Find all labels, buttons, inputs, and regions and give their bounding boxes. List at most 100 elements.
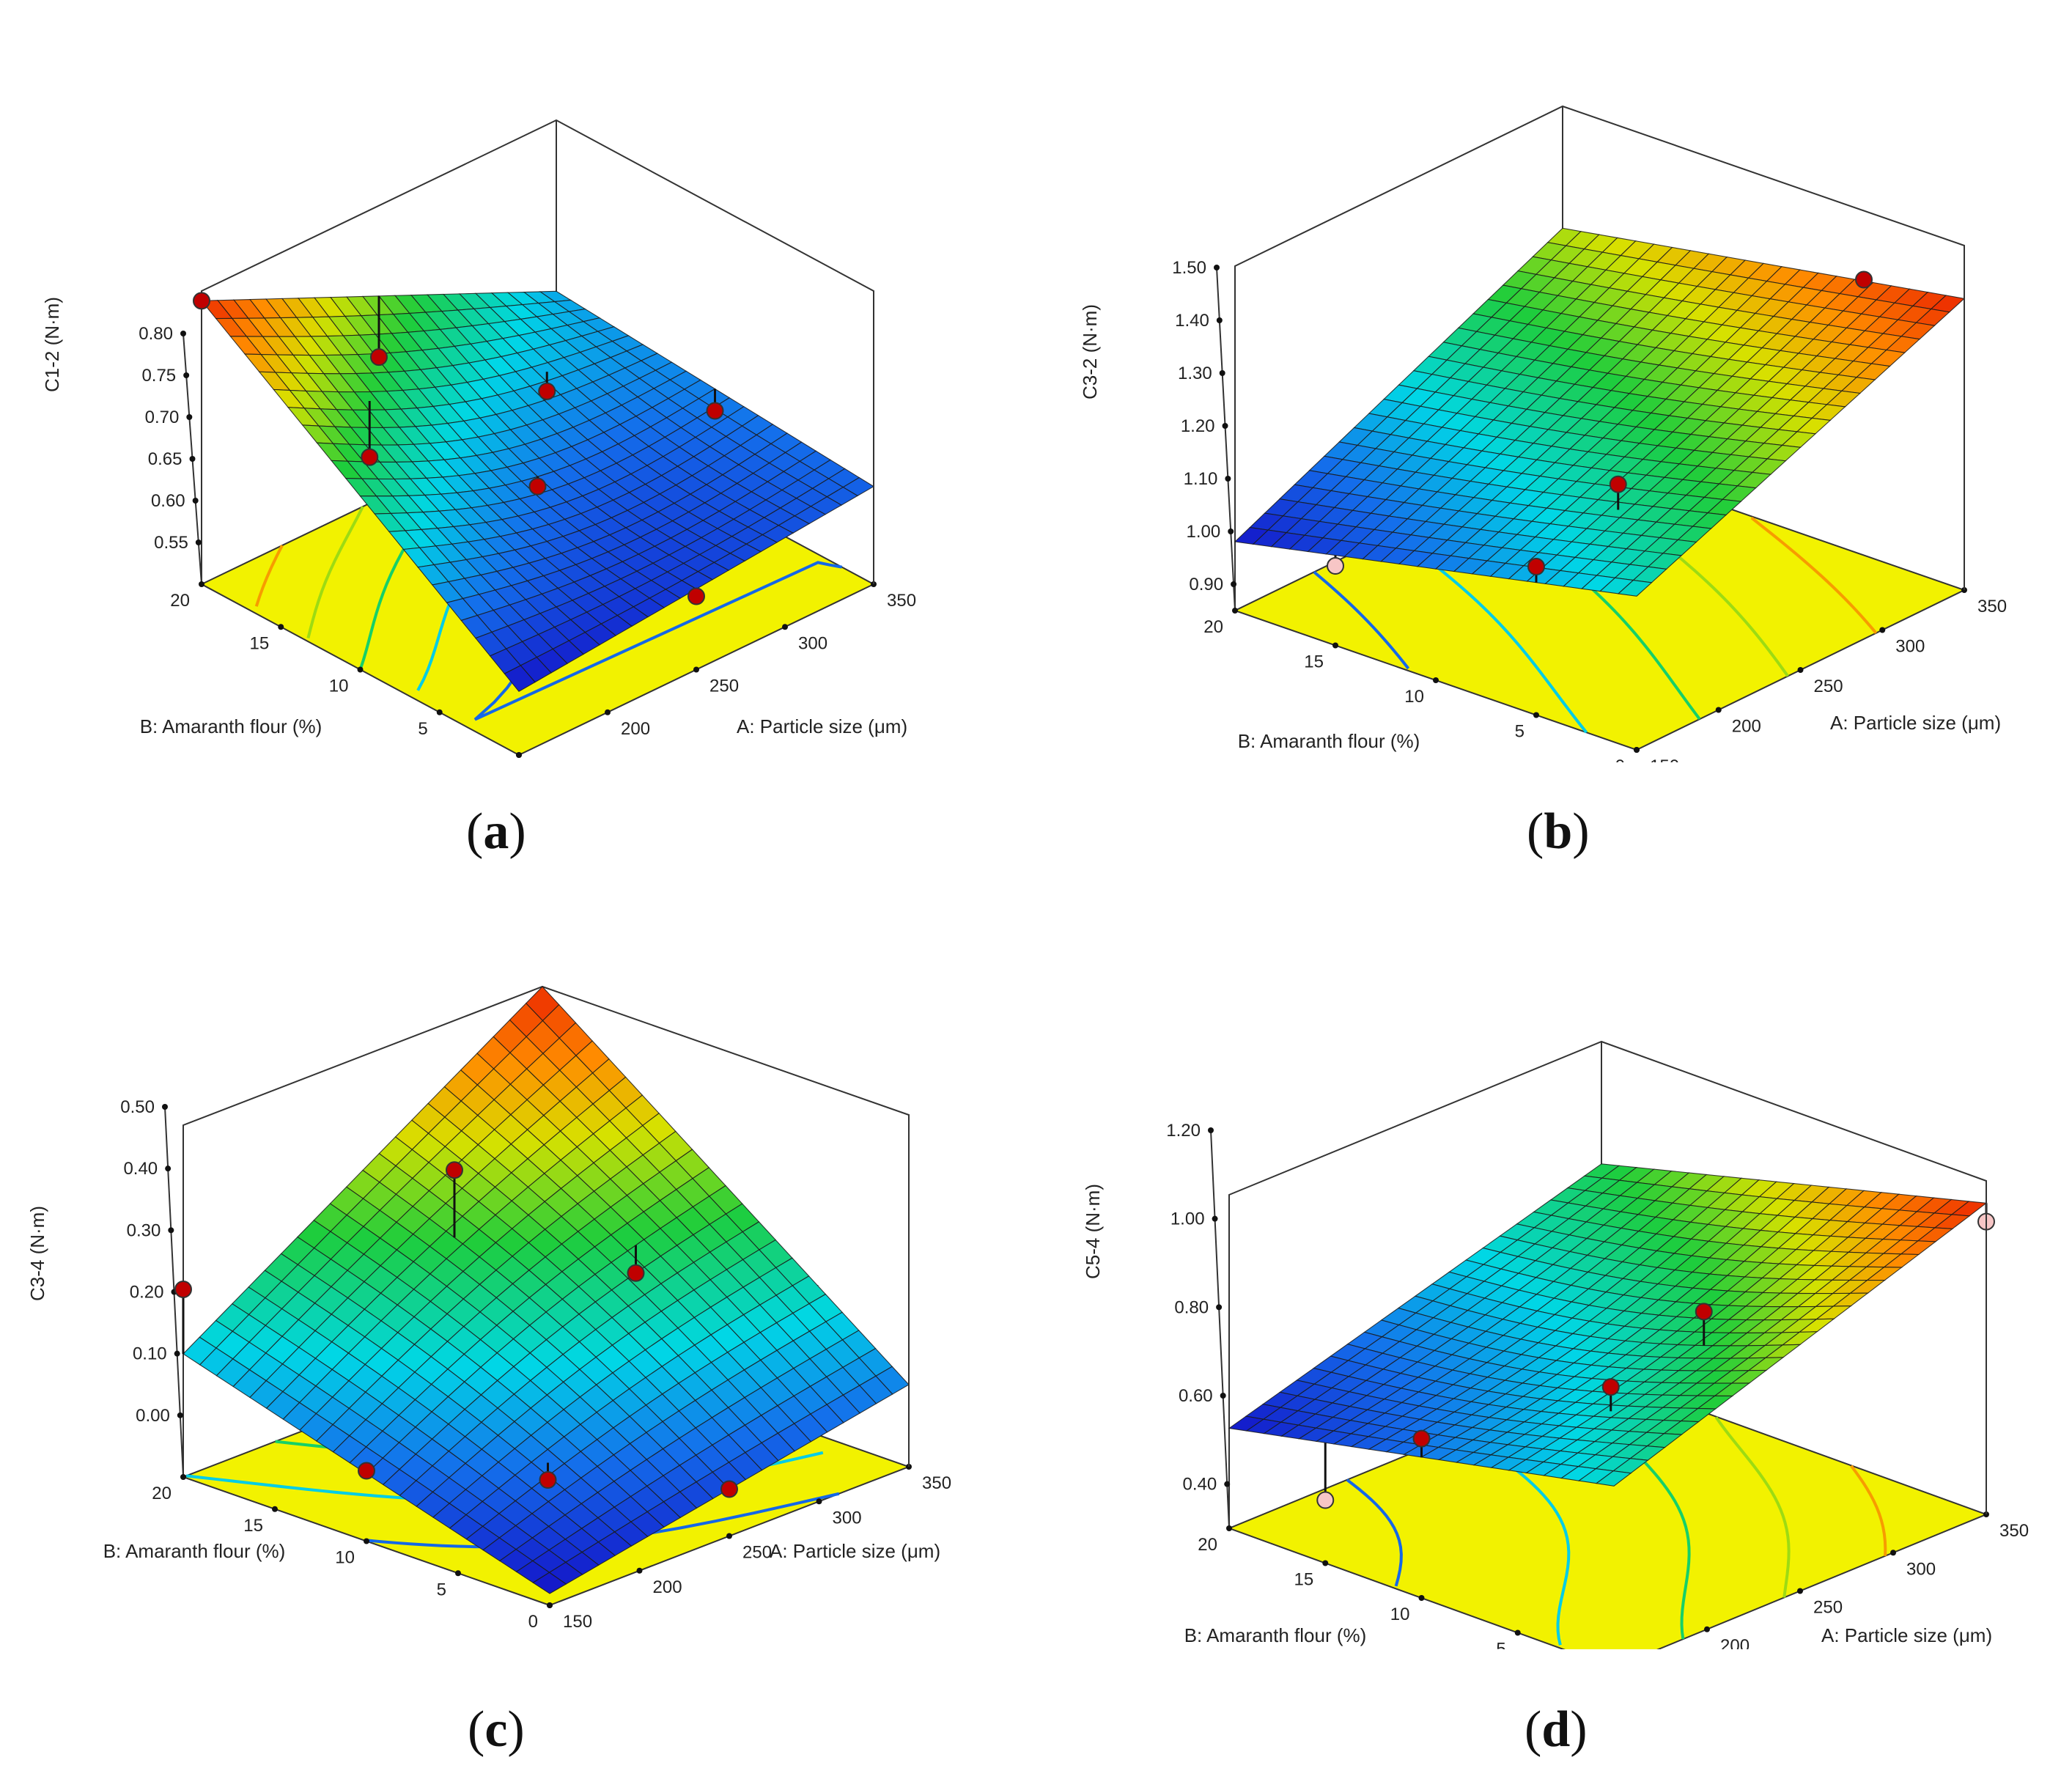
design-point-above [706, 402, 724, 420]
z-axis-title: C3-4 (N·m) [26, 1206, 48, 1301]
panel-label-d: (d) [1524, 1701, 1588, 1758]
z-tick-mark [180, 331, 186, 336]
contour-line [254, 545, 284, 607]
z-tick-mark [195, 539, 202, 545]
surface-cell [1595, 1470, 1632, 1487]
z-tick-label: 1.40 [1175, 311, 1209, 331]
x-tick-label: 250 [742, 1543, 772, 1563]
y-tick-label: 15 [243, 1516, 263, 1536]
y-tick-mark [272, 1506, 278, 1512]
x-tick-label: 200 [1720, 1636, 1750, 1649]
z-tick-mark [192, 498, 199, 504]
z-tick-label: 0.40 [123, 1159, 158, 1179]
y-axis-title: B: Amaranth flour (%) [140, 715, 322, 737]
x-tick-label: 200 [621, 719, 650, 739]
panel-label-a: (a) [466, 803, 526, 860]
z-tick-mark [1228, 528, 1234, 534]
design-point-above [1601, 1378, 1620, 1396]
x-tick-mark [1797, 667, 1804, 673]
design-point-above [1412, 1429, 1431, 1448]
y-tick-label: 5 [418, 719, 427, 739]
y-tick-mark [455, 1570, 461, 1577]
z-tick-label: 0.70 [145, 408, 180, 427]
contour-line [306, 506, 364, 638]
x-tick-label: 300 [1895, 637, 1925, 657]
x-tick-mark [1704, 1626, 1710, 1632]
x-tick-mark [726, 1533, 732, 1539]
design-point-above [1609, 475, 1627, 493]
surface-cell [504, 665, 536, 693]
x-tick-mark [605, 709, 611, 715]
z-axis-line [1210, 1130, 1230, 1529]
design-point-above [538, 382, 556, 400]
x-tick-label: 200 [1732, 717, 1761, 737]
z-tick-mark [1219, 370, 1225, 376]
contour-line [1850, 1465, 1887, 1556]
y-axis-title: B: Amaranth flour (%) [1238, 730, 1420, 752]
surface-cell [532, 1572, 567, 1594]
z-tick-label: 0.40 [1183, 1475, 1217, 1495]
design-point-above [687, 587, 705, 605]
z-axis-title: C1-2 (N·m) [41, 297, 63, 392]
y-axis-title: B: Amaranth flour (%) [1184, 1624, 1367, 1646]
x-tick-mark [1797, 1588, 1803, 1594]
z-tick-label: 1.00 [1170, 1209, 1205, 1229]
z-axis-title: C3-2 (N·m) [1079, 304, 1101, 399]
y-tick-label: 20 [170, 591, 190, 611]
x-axis-title: A: Particle size (μm) [737, 715, 907, 737]
y-tick-mark [357, 666, 364, 673]
z-tick-mark [1216, 1304, 1223, 1311]
x-tick-label: 350 [922, 1473, 951, 1493]
z-tick-mark [168, 1227, 174, 1234]
x-tick-label: 350 [1977, 597, 2007, 616]
y-tick-mark [199, 581, 204, 587]
y-tick-mark [516, 752, 522, 758]
z-tick-mark [1212, 1215, 1218, 1222]
y-tick-mark [1533, 712, 1539, 718]
z-tick-label: 1.50 [1172, 258, 1206, 278]
y-tick-label: 5 [1496, 1640, 1505, 1650]
x-tick-mark [693, 666, 699, 673]
z-tick-label: 0.90 [1189, 575, 1223, 594]
y-tick-label: 10 [335, 1548, 355, 1568]
y-tick-label: 10 [1404, 687, 1424, 707]
design-point-above [446, 1161, 463, 1179]
z-tick-label: 0.55 [154, 533, 188, 553]
x-tick-label: 350 [887, 591, 916, 611]
y-axis-title: B: Amaranth flour (%) [103, 1540, 286, 1562]
y-tick-mark [278, 624, 284, 630]
design-point-above [1855, 270, 1873, 289]
y-tick-label: 15 [1294, 1570, 1314, 1590]
z-tick-label: 0.60 [1179, 1386, 1213, 1406]
y-tick-label: 15 [1304, 652, 1324, 672]
z-tick-label: 0.20 [130, 1283, 164, 1303]
z-tick-label: 0.75 [141, 366, 176, 386]
response-surface [183, 986, 910, 1594]
z-tick-label: 0.80 [1174, 1297, 1209, 1317]
z-tick-mark [165, 1165, 172, 1172]
y-tick-mark [1418, 1595, 1425, 1601]
z-tick-mark [183, 372, 190, 378]
y-tick-mark [1634, 747, 1640, 753]
y-tick-mark [1332, 642, 1338, 649]
y-tick-mark [180, 1474, 186, 1480]
z-tick-label: 1.10 [1184, 469, 1218, 489]
y-tick-mark [547, 1602, 553, 1608]
z-tick-mark [186, 414, 193, 420]
x-axis-title: A: Particle size (μm) [1830, 712, 2001, 734]
response-surface [1228, 1163, 1988, 1487]
z-tick-mark [1208, 1127, 1214, 1133]
x-tick-label: 300 [798, 633, 827, 653]
design-point-above [528, 477, 547, 496]
z-tick-label: 0.30 [127, 1220, 161, 1240]
contour-line [1346, 1478, 1403, 1587]
y-tick-label: 20 [152, 1484, 172, 1503]
x-tick-label: 250 [1814, 677, 1843, 696]
z-tick-label: 0.65 [148, 449, 183, 469]
y-tick-mark [364, 1538, 369, 1544]
y-tick-label: 5 [1515, 722, 1524, 742]
x-tick-label: 200 [653, 1577, 682, 1597]
y-tick-label: 0 [528, 1612, 538, 1632]
